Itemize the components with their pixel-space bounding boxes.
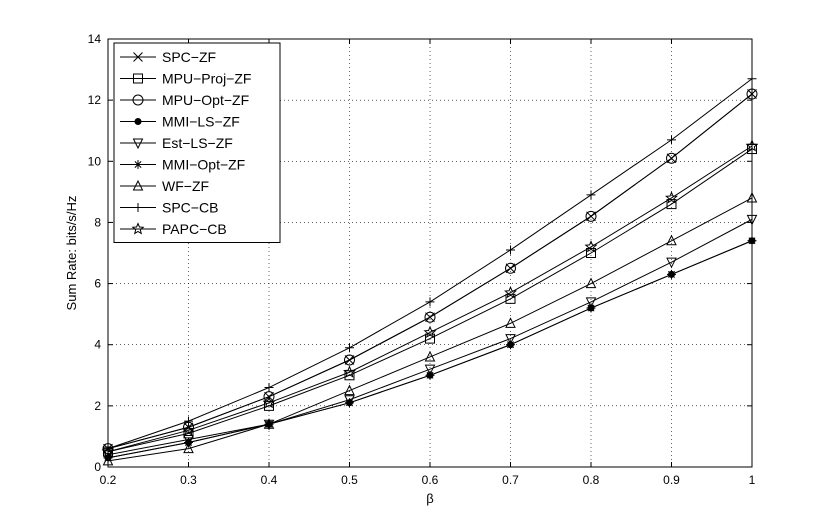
star-marker <box>343 365 356 378</box>
y-tick-label: 10 <box>88 154 102 168</box>
series-line <box>107 145 753 453</box>
square-marker <box>505 293 516 304</box>
legend-label: Est−LS−ZF <box>162 135 233 151</box>
triangle-up-marker <box>263 418 275 429</box>
asterisk-marker <box>345 398 354 408</box>
series-line <box>107 148 753 453</box>
series-line <box>107 218 753 456</box>
triangle-up-marker <box>585 277 597 289</box>
legend-label: WF−ZF <box>162 178 209 194</box>
legend-item: SPC−CB <box>120 200 218 216</box>
plus-marker <box>264 383 274 393</box>
circle-marker <box>344 354 355 366</box>
triangle-down-marker <box>132 138 144 150</box>
asterisk-marker <box>667 269 676 279</box>
plus-marker <box>133 203 143 212</box>
plus-marker <box>425 297 435 307</box>
triangle-down-marker <box>424 364 436 376</box>
y-tick-label: 14 <box>88 32 102 46</box>
star-marker <box>182 423 195 436</box>
x-tick-label: 0.3 <box>180 473 197 487</box>
star-marker <box>665 191 678 204</box>
square-marker <box>666 199 677 210</box>
x-tick-label: 0.6 <box>422 473 439 487</box>
circle-marker <box>505 262 516 274</box>
dot-marker <box>134 118 142 125</box>
legend-label: MPU−Proj−ZF <box>162 71 251 87</box>
legend-label: MMI−Opt−ZF <box>162 157 245 173</box>
y-axis-label: Sum Rate: bits/s/Hz <box>64 196 79 311</box>
legend-item: MPU−Opt−ZF <box>120 92 249 108</box>
x-tick-label: 0.7 <box>502 473 519 487</box>
triangle-down-marker <box>585 297 597 309</box>
series-line <box>107 93 753 450</box>
triangle-up-marker <box>344 384 355 396</box>
y-tick-label: 6 <box>94 277 101 291</box>
x-tick-label: 0.5 <box>341 473 358 487</box>
legend-item: PAPC−CB <box>120 221 227 237</box>
triangle-up-marker <box>132 179 144 191</box>
triangle-up-marker <box>183 442 194 454</box>
plus-marker <box>667 135 676 145</box>
legend-item: WF−ZF <box>120 178 209 194</box>
legend-item: MMI−Opt−ZF <box>120 157 245 173</box>
asterisk-marker <box>133 160 143 169</box>
square-marker <box>183 428 194 439</box>
y-tick-label: 12 <box>88 93 102 107</box>
x-tick-label: 0.2 <box>100 473 117 487</box>
x-tick-label: 0.9 <box>663 473 680 487</box>
legend-label: MPU−Opt−ZF <box>162 92 249 108</box>
plus-marker <box>345 343 354 353</box>
legend-label: PAPC−CB <box>162 221 227 237</box>
legend-label: SPC−ZF <box>162 49 216 65</box>
triangle-down-marker <box>505 334 516 345</box>
y-tick-label: 2 <box>94 399 101 413</box>
square-marker <box>133 73 143 84</box>
legend-label: MMI−LS−ZF <box>162 114 240 130</box>
circle-marker <box>585 210 597 222</box>
plus-marker <box>506 245 515 255</box>
asterisk-marker <box>425 370 435 380</box>
star-marker <box>423 325 437 338</box>
x-tick-label: 0.4 <box>261 473 278 487</box>
legend-item: SPC−ZF <box>120 49 216 65</box>
series-star <box>101 139 759 458</box>
triangle-up-marker <box>666 234 677 246</box>
y-tick-label: 8 <box>94 215 101 229</box>
asterisk-marker <box>586 303 596 313</box>
legend: SPC−ZF MPU−Proj−ZF MPU−Opt−ZF MMI−LS−ZF Est−… <box>113 42 281 243</box>
legend-item: MMI−LS−ZF <box>120 114 240 130</box>
legend-item: MPU−Proj−ZF <box>120 71 251 87</box>
x-tick-label: 1 <box>749 473 756 487</box>
plus-marker <box>586 190 596 200</box>
square-marker <box>425 333 435 344</box>
circle-marker <box>132 94 144 106</box>
triangle-down-marker <box>666 257 677 269</box>
asterisk-marker <box>506 340 515 350</box>
y-tick-label: 4 <box>94 338 101 352</box>
star-marker <box>131 222 145 235</box>
y-tick-label: 0 <box>94 460 101 474</box>
triangle-up-marker <box>424 350 436 362</box>
circle-marker <box>666 152 677 164</box>
x-axis-label: β <box>426 491 433 506</box>
star-marker <box>262 395 276 409</box>
square-marker <box>344 370 355 381</box>
x-tick-label: 0.8 <box>583 473 600 487</box>
series-line <box>107 197 753 462</box>
legend-item: Est−LS−ZF <box>120 135 233 151</box>
star-marker <box>504 285 517 299</box>
legend-label: SPC−CB <box>162 200 218 216</box>
circle-marker <box>424 311 436 323</box>
square-marker <box>586 248 596 258</box>
star-marker <box>584 240 598 253</box>
x-marker <box>133 52 143 62</box>
triangle-up-marker <box>505 317 516 328</box>
